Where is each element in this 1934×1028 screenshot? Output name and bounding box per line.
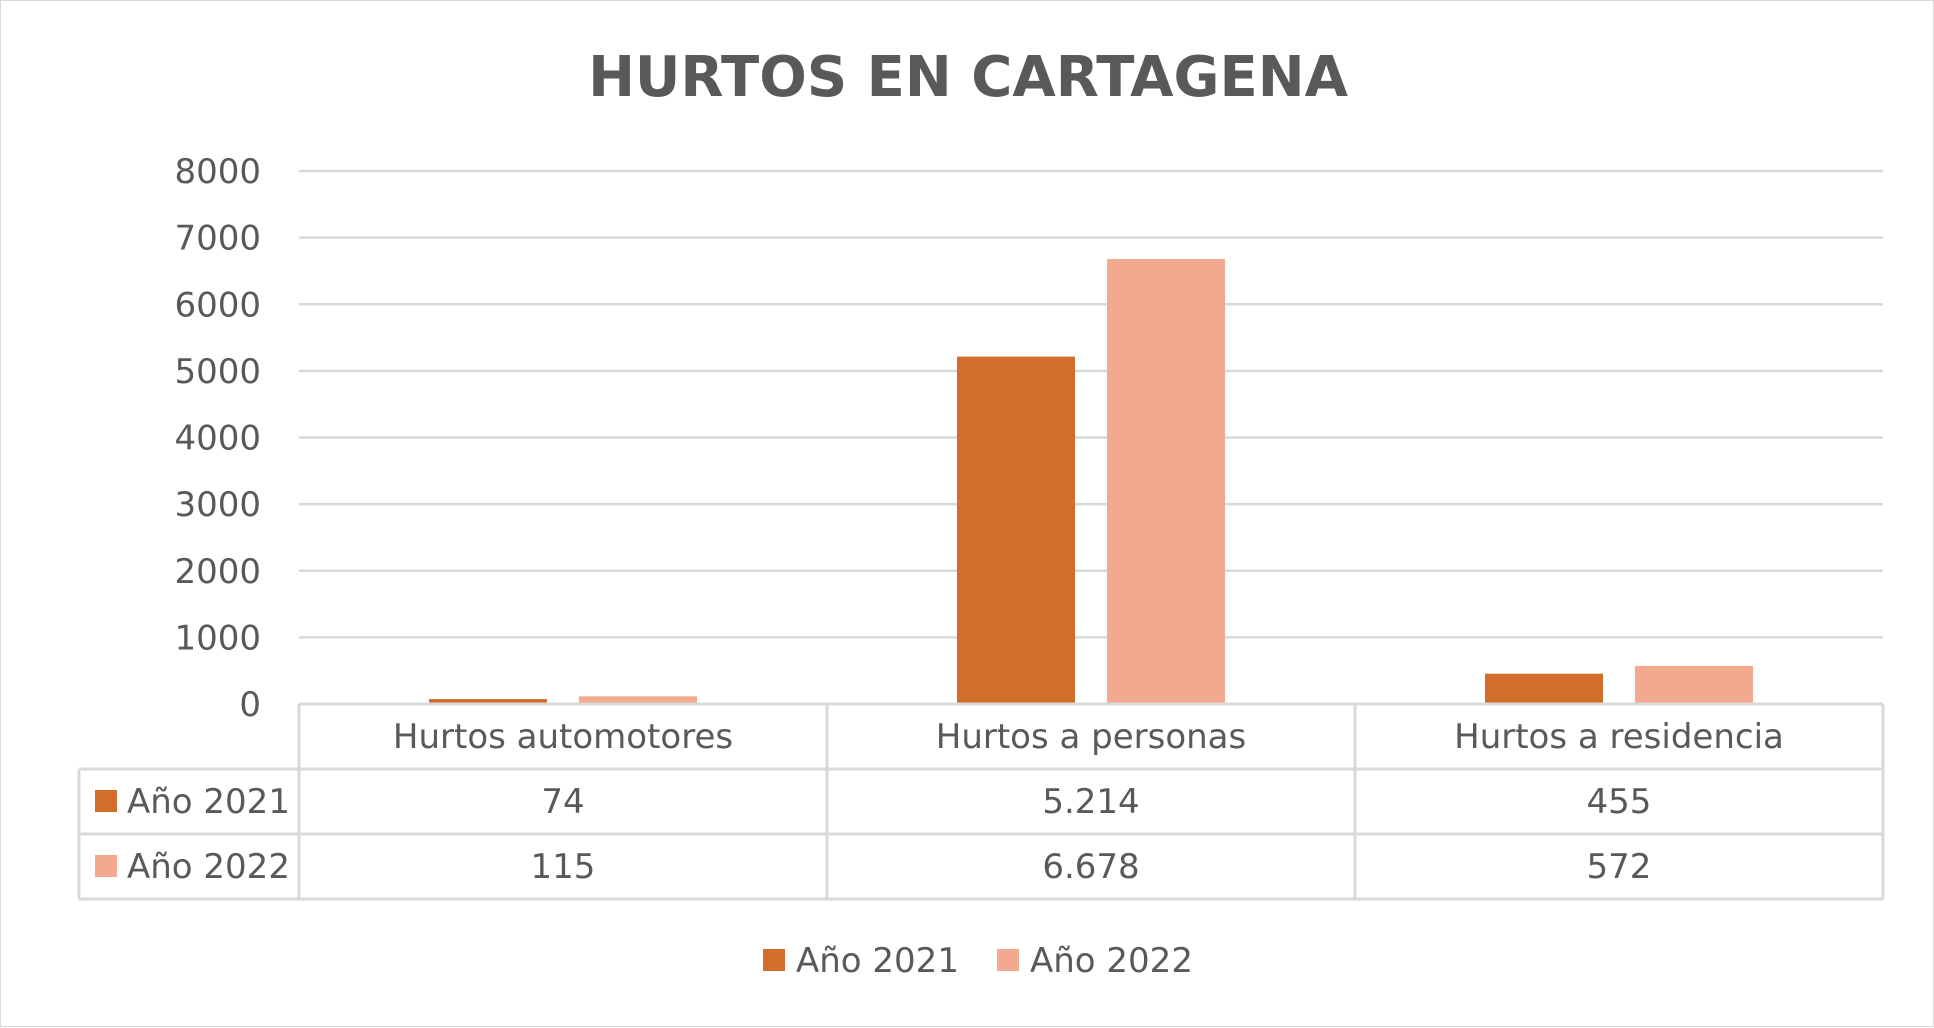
- legend-swatch: [997, 949, 1019, 971]
- legend: Año 2021 Año 2022: [763, 941, 1193, 981]
- y-tick-label: 7000: [174, 219, 261, 259]
- bars: [429, 259, 1753, 704]
- y-tick-label: 0: [239, 685, 261, 725]
- y-tick-label: 5000: [174, 352, 261, 392]
- category-label: Hurtos a personas: [936, 717, 1246, 757]
- table-series-name: Año 2022: [127, 847, 290, 887]
- y-tick-label: 2000: [174, 552, 261, 592]
- category-label: Hurtos a residencia: [1454, 717, 1784, 757]
- table-legend-key: [95, 790, 117, 812]
- bar: [957, 356, 1075, 704]
- y-axis-ticks: 0 1000 2000 3000 4000 5000 6000 7000 8000: [174, 152, 261, 725]
- chart-title: HURTOS EN CARTAGENA: [588, 45, 1349, 110]
- data-label: 572: [1587, 847, 1652, 887]
- data-label: 74: [541, 782, 584, 822]
- legend-label: Año 2022: [1030, 941, 1193, 981]
- data-label: 455: [1587, 782, 1652, 822]
- bar: [429, 699, 547, 704]
- bar: [579, 696, 697, 704]
- bar: [1635, 665, 1753, 704]
- table-legend-key: [95, 855, 117, 877]
- bar: [1107, 259, 1225, 704]
- category-label: Hurtos automotores: [393, 717, 733, 757]
- data-label: 6.678: [1042, 847, 1139, 887]
- legend-swatch: [763, 949, 785, 971]
- bar: [1485, 673, 1603, 704]
- data-table: Hurtos automotores Hurtos a personas Hurto…: [77, 702, 1885, 901]
- y-tick-label: 4000: [174, 419, 261, 459]
- table-series-name: Año 2021: [127, 782, 290, 822]
- data-label: 5.214: [1042, 782, 1139, 822]
- y-tick-label: 3000: [174, 485, 261, 525]
- legend-label: Año 2021: [796, 941, 959, 981]
- y-tick-label: 1000: [174, 618, 261, 658]
- y-tick-label: 8000: [174, 152, 261, 192]
- y-tick-label: 6000: [174, 285, 261, 325]
- gridlines: [299, 169, 1883, 639]
- data-label: 115: [531, 847, 596, 887]
